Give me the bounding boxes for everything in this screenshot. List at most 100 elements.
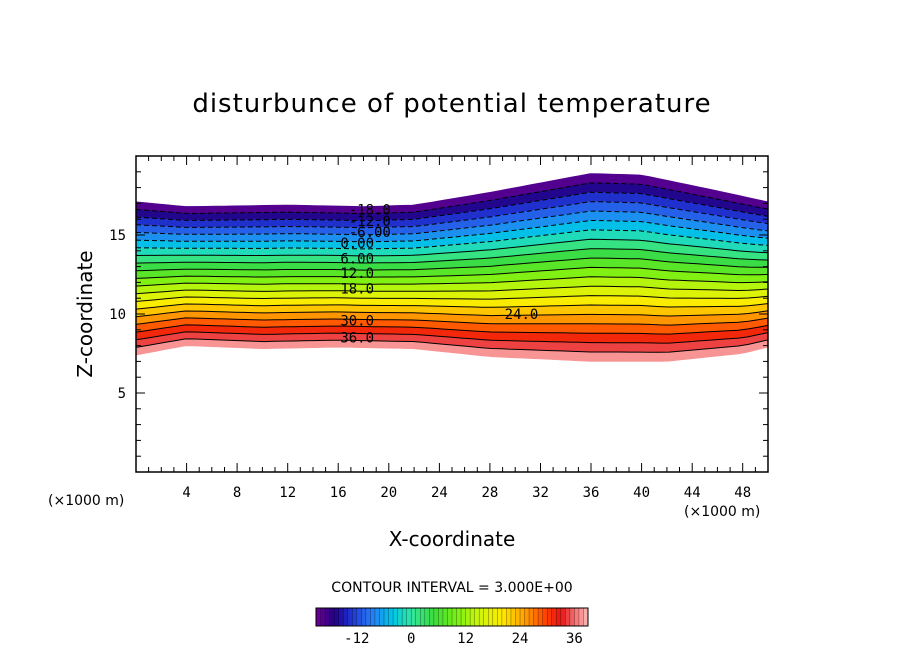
contour-line-negative — [136, 201, 768, 229]
colorbar-tick-label: 12 — [457, 631, 474, 647]
y-tick-label: 5 — [118, 386, 126, 402]
colorbar-swatch — [420, 608, 426, 626]
contour-label: 6.00 — [340, 252, 374, 268]
x-tick-label: 4 — [182, 485, 190, 501]
x-tick-label: 12 — [279, 485, 296, 501]
contour-line-negative — [136, 229, 768, 250]
contour-line-negative — [136, 219, 768, 243]
x-tick-label: 8 — [233, 485, 241, 501]
contour-label: -6.00 — [349, 225, 391, 241]
contour-line — [136, 276, 768, 287]
colorbar-swatch — [320, 608, 326, 626]
colorbar-swatch — [329, 608, 335, 626]
contour-label: 12.0 — [340, 266, 374, 282]
contour-line-negative — [136, 182, 768, 215]
y-axis-title: Z-coordinate — [73, 250, 97, 377]
colorbar-swatch — [547, 608, 553, 626]
contour-label: 24.0 — [505, 307, 539, 323]
contour-label: 0.00 — [340, 236, 374, 252]
colorbar-swatch — [447, 608, 453, 626]
x-unit-label-right: (×1000 m) — [684, 504, 760, 520]
colorbar-swatch — [456, 608, 462, 626]
colorbar-swatch — [461, 608, 466, 626]
colorbar-swatch — [370, 608, 376, 626]
colorbar-swatch — [429, 608, 435, 626]
x-axis: 4 8 12 16 20 24 28 32 36 40 44 48 — [148, 156, 756, 501]
colorbar-swatch — [325, 608, 330, 626]
colorbar-swatch — [492, 608, 498, 626]
colorbar-swatch — [438, 608, 444, 626]
colorbar-tick-label: 0 — [407, 631, 415, 647]
colorbar-swatch — [415, 608, 421, 626]
colorbar-swatch — [356, 608, 362, 626]
contour-line — [136, 338, 768, 353]
x-tick-label: 24 — [431, 485, 448, 501]
colorbar-swatch — [343, 608, 349, 626]
x-tick-label: 36 — [583, 485, 600, 501]
colorbar-swatch — [379, 608, 385, 626]
x-tick-label: 16 — [330, 485, 347, 501]
contour-lines — [136, 182, 768, 353]
contour-line — [136, 238, 768, 257]
contour-line — [136, 257, 768, 272]
colorbar-swatch — [470, 608, 476, 626]
colorbar-swatch — [374, 608, 380, 626]
colorbar-swatch — [424, 608, 430, 626]
contour-line — [136, 310, 768, 318]
colorbar-swatch — [352, 608, 358, 626]
colorbar-swatch — [406, 608, 412, 626]
colorbar-swatch — [569, 608, 575, 626]
contour-line — [136, 331, 768, 344]
contour-line-negative — [136, 210, 768, 236]
contour-line-negative — [136, 191, 768, 222]
colorbar-swatch — [583, 608, 589, 626]
x-tick-label: 28 — [481, 485, 498, 501]
colorbar-swatch — [411, 608, 417, 626]
x-tick-label: 32 — [532, 485, 549, 501]
colorbar-swatch — [483, 608, 489, 626]
colorbar-swatch — [338, 608, 344, 626]
contour-line — [136, 285, 768, 295]
colorbar-swatch — [574, 608, 580, 626]
y-tick-label: 15 — [109, 228, 126, 244]
colorbar-swatch — [506, 608, 512, 626]
colorbar-swatch — [474, 608, 480, 626]
contour-line — [136, 295, 768, 302]
colorbar-swatch — [529, 608, 534, 626]
colorbar-swatch — [388, 608, 394, 626]
contour-interval-text: CONTOUR INTERVAL = 3.000E+00 — [331, 580, 572, 596]
colorbar-swatch — [501, 608, 507, 626]
colorbar-swatch — [488, 608, 494, 626]
colorbar-swatch — [384, 608, 389, 626]
colorbar-swatch — [452, 608, 457, 626]
x-axis-title: X-coordinate — [389, 527, 516, 551]
contour-line — [136, 266, 768, 279]
colorbar-swatch — [524, 608, 530, 626]
x-tick-label: 20 — [380, 485, 397, 501]
contour-line — [136, 248, 768, 264]
x-tick-label: 44 — [684, 485, 701, 501]
colorbar-ticks: -12 0 12 24 36 — [344, 631, 583, 647]
contour-label: -12.0 — [349, 214, 391, 230]
colorbar-swatch — [578, 608, 584, 626]
colorbar-tick-label: -12 — [344, 631, 369, 647]
x-tick-label: 40 — [633, 485, 650, 501]
chart-title: disturbunce of potential temperature — [192, 89, 711, 119]
colorbar-tick-label: 36 — [566, 631, 583, 647]
colorbar-swatch — [510, 608, 516, 626]
colorbar-swatch — [361, 608, 367, 626]
contour-label: -18.0 — [349, 203, 391, 219]
colorbar-swatch — [479, 608, 485, 626]
colorbar-frame — [315, 607, 589, 627]
contour-line — [136, 303, 768, 310]
colorbar — [315, 607, 589, 627]
colorbar-swatch — [565, 608, 571, 626]
colorbar-swatch — [334, 608, 340, 626]
colorbar-swatch — [542, 608, 548, 626]
colorbar-swatch — [497, 608, 503, 626]
x-tick-label: 48 — [734, 485, 751, 501]
colorbar-swatch — [465, 608, 471, 626]
x-unit-label-left: (×1000 m) — [48, 493, 124, 509]
